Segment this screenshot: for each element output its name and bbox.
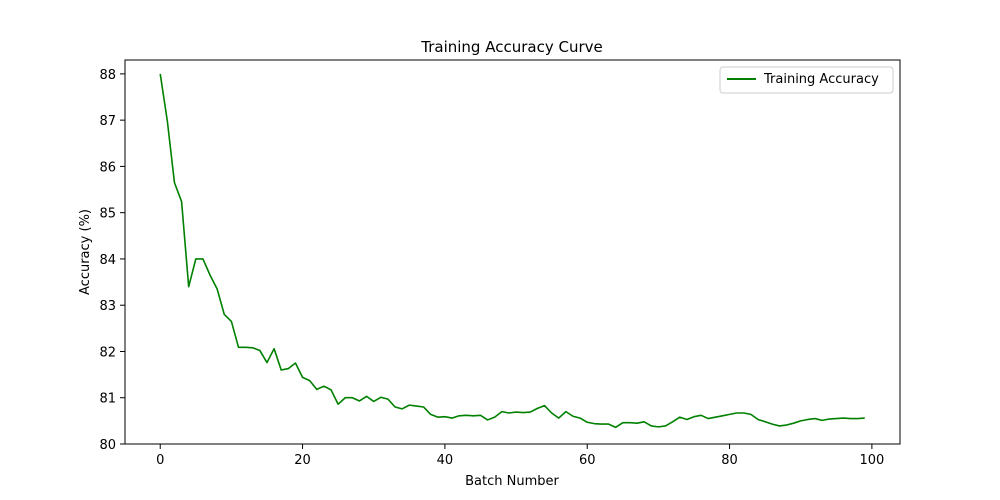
x-tick-label: 40 [437,453,454,468]
plot-area [159,73,865,429]
legend-box [719,66,894,94]
x-axis-label: Batch Number [465,474,559,489]
series-line-training-accuracy [159,73,865,429]
x-tick-label: 100 [859,453,884,468]
y-tick-label: 84 [99,253,116,268]
y-axis-label: Accuracy (%) [78,209,93,295]
x-tick-label: 80 [721,453,738,468]
y-tick-label: 88 [99,68,116,83]
y-tick-label: 82 [99,345,116,360]
chart-title: Training Accuracy Curve [420,38,602,56]
y-tick-label: 85 [99,207,116,222]
y-tick-label: 81 [99,392,116,407]
x-tick-label: 20 [294,453,311,468]
y-axis-ticks: 80 81 82 83 84 85 86 87 88 [99,68,125,453]
y-tick-label: 83 [99,299,116,314]
x-tick-label: 0 [156,453,164,468]
x-tick-label: 60 [579,453,596,468]
y-tick-label: 86 [99,160,116,175]
axes-frame [124,59,901,445]
legend-label: Training Accuracy [763,72,879,87]
x-axis-ticks: 0 20 40 60 80 100 [156,444,884,468]
y-tick-label: 87 [99,114,116,129]
y-tick-label: 80 [99,438,116,453]
legend: Training Accuracy [719,66,894,94]
